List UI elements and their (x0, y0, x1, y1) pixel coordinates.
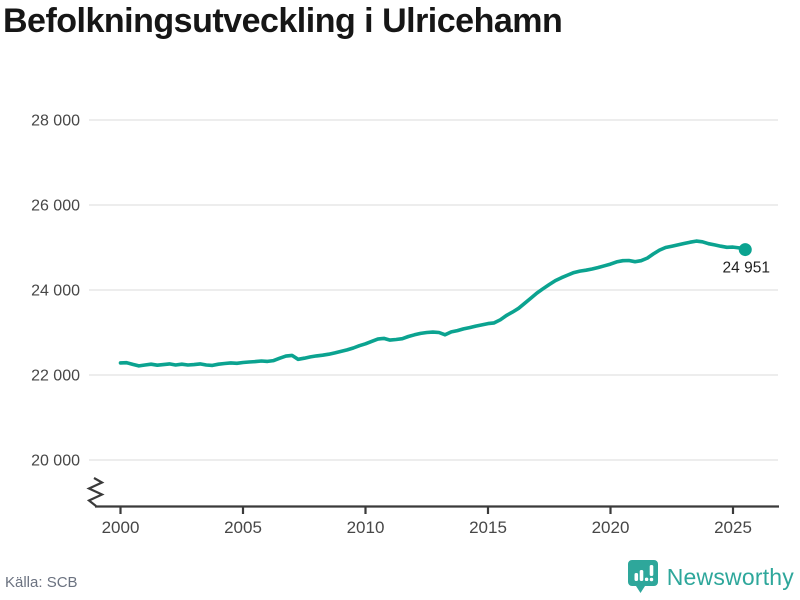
latest-value-label: 24 951 (723, 260, 770, 277)
newsworthy-logo: Newsworthy (627, 559, 794, 595)
source-label: Källa: SCB (5, 574, 78, 591)
y-axis-tick-label: 28 000 (31, 113, 80, 130)
x-axis-tick-label: 2000 (102, 518, 140, 537)
newsworthy-logo-text: Newsworthy (666, 563, 794, 590)
x-axis-tick-label: 2010 (347, 518, 385, 537)
x-axis-tick-label: 2015 (469, 518, 507, 537)
y-axis-break-icon (86, 477, 105, 507)
y-axis-tick-label: 24 000 (31, 283, 80, 300)
population-chart: 28 000 26 000 24 000 22 000 20 000 2000 2005 20… (31, 113, 779, 537)
y-axis-tick-label: 26 000 (31, 198, 80, 215)
population-line (118, 239, 748, 368)
page-title: Befolkningsutveckling i Ulricehamn (3, 2, 563, 40)
latest-value-dot (738, 243, 752, 257)
x-axis-tick-label: 2025 (714, 518, 752, 537)
y-axis-tick-label: 22 000 (31, 368, 80, 385)
newsworthy-bubble-icon (627, 560, 658, 593)
y-axis-tick-label: 20 000 (31, 453, 80, 470)
x-axis-tick-label: 2005 (224, 518, 262, 537)
x-axis-tick-label: 2020 (592, 518, 630, 537)
